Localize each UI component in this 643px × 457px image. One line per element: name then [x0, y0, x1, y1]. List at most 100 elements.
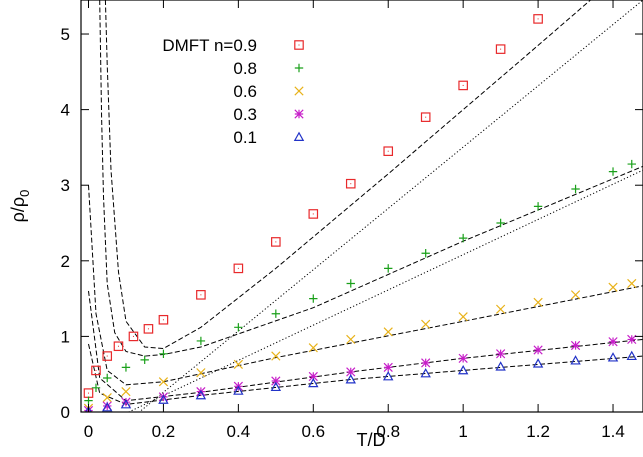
legend-label: 0.1 [233, 128, 257, 147]
data-point [533, 345, 543, 355]
data-point [158, 377, 169, 387]
data-point [84, 396, 93, 405]
data-point [458, 80, 468, 91]
data-point [570, 355, 581, 365]
data-point [271, 351, 281, 361]
data-point [121, 397, 131, 407]
data-point [421, 358, 431, 368]
data-point [196, 290, 206, 300]
data-point [196, 368, 206, 378]
plot-frame [80, 0, 643, 413]
fit-line-4 [127, 169, 643, 412]
x-tick-label: 0.2 [152, 422, 176, 441]
data-point [196, 336, 206, 346]
data-point [346, 334, 356, 345]
x-tick-label: 0.8 [376, 422, 400, 441]
data-point [533, 202, 543, 211]
data-point [271, 237, 281, 247]
series-2 [84, 159, 636, 405]
data-point [271, 376, 281, 386]
data-point [384, 264, 393, 273]
data-point [420, 368, 431, 378]
data-point [91, 383, 101, 393]
data-point [570, 290, 581, 300]
data-point [608, 337, 618, 347]
data-point [120, 399, 132, 409]
data-point [570, 340, 581, 351]
legend-label: 0.8 [233, 59, 257, 78]
data-point [85, 405, 92, 412]
data-point [496, 304, 506, 314]
data-point [421, 249, 430, 258]
data-point [233, 359, 243, 369]
fit-line-2 [138, 0, 643, 412]
data-point [627, 334, 637, 345]
data-point [308, 377, 319, 388]
x-tick-label: 1 [458, 422, 467, 441]
legend-marker [294, 109, 304, 119]
data-point [458, 312, 468, 322]
data-point [309, 294, 318, 303]
x-tick-label: 0 [84, 422, 93, 441]
fit-line-6 [88, 290, 643, 402]
data-point [233, 385, 244, 395]
data-point [308, 209, 319, 219]
data-point [457, 364, 469, 375]
data-point [143, 324, 154, 334]
data-point [383, 146, 394, 156]
data-point [495, 361, 506, 371]
data-point [571, 184, 580, 194]
data-point [533, 297, 543, 308]
x-tick-label: 1.4 [601, 422, 625, 441]
data-point [270, 381, 282, 392]
data-point [383, 327, 393, 337]
data-point [495, 44, 506, 54]
legend: DMFT n=0.9 0.8 0.6 0.3 0.1 [162, 36, 305, 147]
data-point [533, 14, 543, 24]
x-axis-label: T/D [357, 430, 386, 450]
data-point [102, 393, 112, 403]
data-point [532, 358, 544, 368]
data-point [458, 353, 468, 363]
data-point [83, 388, 94, 398]
fit-lines [88, 0, 643, 412]
legend-marker [294, 40, 304, 50]
data-point [121, 363, 131, 372]
data-points [83, 14, 637, 412]
y-tick-label: 3 [61, 176, 70, 195]
y-tick-label: 0 [61, 403, 70, 422]
data-point [308, 371, 318, 382]
y-tick-label: 4 [61, 101, 70, 120]
data-point [102, 401, 112, 411]
y-axis-label-main: ρ/ρ [8, 197, 28, 222]
data-point [627, 278, 637, 289]
fit-line-3 [99, 0, 643, 357]
y-tick-label: 1 [61, 327, 70, 346]
data-point [626, 350, 637, 361]
data-point [420, 112, 431, 122]
data-point [128, 331, 139, 342]
data-point [383, 371, 394, 381]
data-point [421, 319, 431, 329]
data-point [308, 343, 318, 353]
x-tick-label: 0.6 [301, 422, 325, 441]
data-point [158, 314, 169, 325]
data-point [271, 309, 281, 318]
legend-label: DMFT n=0.9 [162, 36, 257, 55]
data-point [234, 323, 243, 332]
legend-marker [293, 131, 305, 141]
data-point [233, 263, 244, 274]
x-tick-label: 1.2 [526, 422, 550, 441]
legend-marker [294, 86, 304, 96]
y-axis-label-subscript: 0 [17, 190, 32, 197]
data-point [121, 386, 131, 397]
data-point [458, 233, 468, 243]
y-tick-label: 2 [61, 252, 70, 271]
data-point [496, 218, 505, 228]
y-tick-label: 5 [61, 25, 70, 44]
data-point [383, 362, 393, 373]
series-3 [83, 278, 637, 412]
series-5 [85, 350, 637, 412]
x-tick-label: 0.4 [227, 422, 251, 441]
